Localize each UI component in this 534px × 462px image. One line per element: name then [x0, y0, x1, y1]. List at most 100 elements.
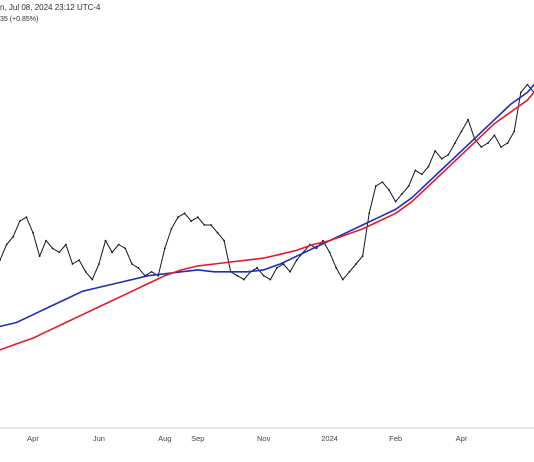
price-point	[177, 216, 179, 219]
price-point	[111, 251, 113, 254]
ma-point-2	[197, 265, 199, 267]
price-point	[381, 181, 384, 184]
x-tick-label: Aug	[158, 434, 171, 443]
price-point	[65, 243, 67, 246]
price-point	[131, 263, 133, 265]
price-series-line	[0, 84, 534, 281]
ma-point-2	[477, 138, 479, 140]
price-point	[58, 251, 61, 254]
ma-point-2	[81, 314, 83, 316]
price-point	[407, 185, 410, 187]
price-point	[500, 146, 502, 148]
price-point	[460, 130, 463, 133]
price-point	[38, 255, 41, 258]
price-point	[223, 239, 226, 242]
ma-point-1	[477, 134, 479, 136]
price-point	[51, 247, 54, 250]
price-point	[421, 173, 423, 176]
x-tick-label: Apr	[456, 434, 468, 443]
ma-point-1	[32, 314, 34, 316]
price-change-line: 35 (+0.85%)	[0, 16, 39, 23]
ma-point-2	[526, 99, 529, 101]
ma-point-1	[65, 298, 67, 300]
price-point	[78, 259, 80, 261]
ma-point-1	[81, 290, 83, 292]
price-point	[203, 224, 206, 226]
price-point	[256, 267, 258, 269]
ma-point-2	[296, 249, 298, 251]
price-point	[394, 200, 397, 203]
price-point	[5, 243, 8, 246]
x-tick-label: Jun	[93, 434, 105, 443]
price-point	[137, 267, 140, 269]
price-point	[434, 150, 436, 152]
ma-point-2	[48, 329, 51, 331]
price-point	[262, 274, 265, 277]
ma-point-1	[213, 271, 215, 273]
ma-point-1	[147, 275, 149, 277]
price-point	[12, 235, 15, 238]
ma-point-1	[411, 197, 413, 199]
price-point	[150, 270, 153, 273]
price-point	[98, 263, 100, 265]
price-point	[368, 212, 371, 215]
ma-point-1	[444, 165, 446, 168]
price-point	[25, 216, 28, 219]
ma-point-1	[460, 150, 463, 152]
price-point	[487, 142, 489, 145]
price-point	[335, 267, 338, 269]
ma-point-2	[180, 269, 182, 271]
price-point	[440, 157, 443, 160]
ma-point-2	[246, 259, 248, 261]
ma-point-1	[378, 216, 380, 218]
ma-point-2	[411, 201, 413, 203]
price-point	[355, 263, 357, 265]
ma-point-1	[0, 325, 1, 327]
ma-point-1	[362, 224, 364, 226]
ma-point-2	[493, 123, 495, 125]
ma-point-1	[345, 232, 347, 234]
price-point	[84, 270, 87, 273]
price-point	[269, 278, 272, 281]
price-point	[414, 169, 417, 172]
x-tick-label: Feb	[389, 434, 402, 443]
ma-point-2	[32, 337, 34, 339]
ma-point-2	[114, 298, 116, 300]
ma-point-2	[147, 282, 149, 285]
ma-point-2	[329, 240, 331, 242]
ma-point-2	[444, 169, 446, 171]
moving-average-line-1	[0, 84, 534, 328]
ma-point-2	[378, 220, 380, 222]
price-point	[117, 243, 120, 246]
ma-point-2	[395, 212, 397, 214]
price-point	[32, 231, 34, 234]
ma-point-2	[98, 306, 100, 308]
ma-point-1	[114, 282, 116, 285]
ma-point-2	[15, 343, 18, 345]
price-point	[289, 270, 291, 273]
ma-point-2	[460, 154, 463, 156]
price-point	[216, 231, 219, 234]
price-point	[454, 142, 456, 145]
ma-point-2	[263, 257, 265, 259]
ma-point-2	[164, 275, 166, 277]
price-point	[328, 251, 331, 254]
ma-point-1	[246, 271, 248, 273]
price-point	[506, 142, 509, 145]
ma-point-1	[395, 208, 397, 210]
price-point	[243, 278, 245, 281]
ma-point-1	[312, 247, 314, 249]
price-point	[348, 270, 351, 273]
price-point	[361, 255, 364, 258]
price-point	[526, 83, 529, 86]
price-point	[91, 278, 94, 281]
ma-point-2	[0, 349, 1, 351]
price-point	[45, 239, 47, 242]
chart-header: n, Jul 08, 2024 23:12 UTC-4 35 (+0.85%)	[0, 0, 534, 30]
ma-point-1	[493, 119, 495, 121]
ma-point-1	[510, 103, 512, 105]
x-tick-label: Sep	[191, 434, 204, 443]
ma-point-2	[427, 185, 430, 187]
ma-point-1	[131, 279, 133, 281]
